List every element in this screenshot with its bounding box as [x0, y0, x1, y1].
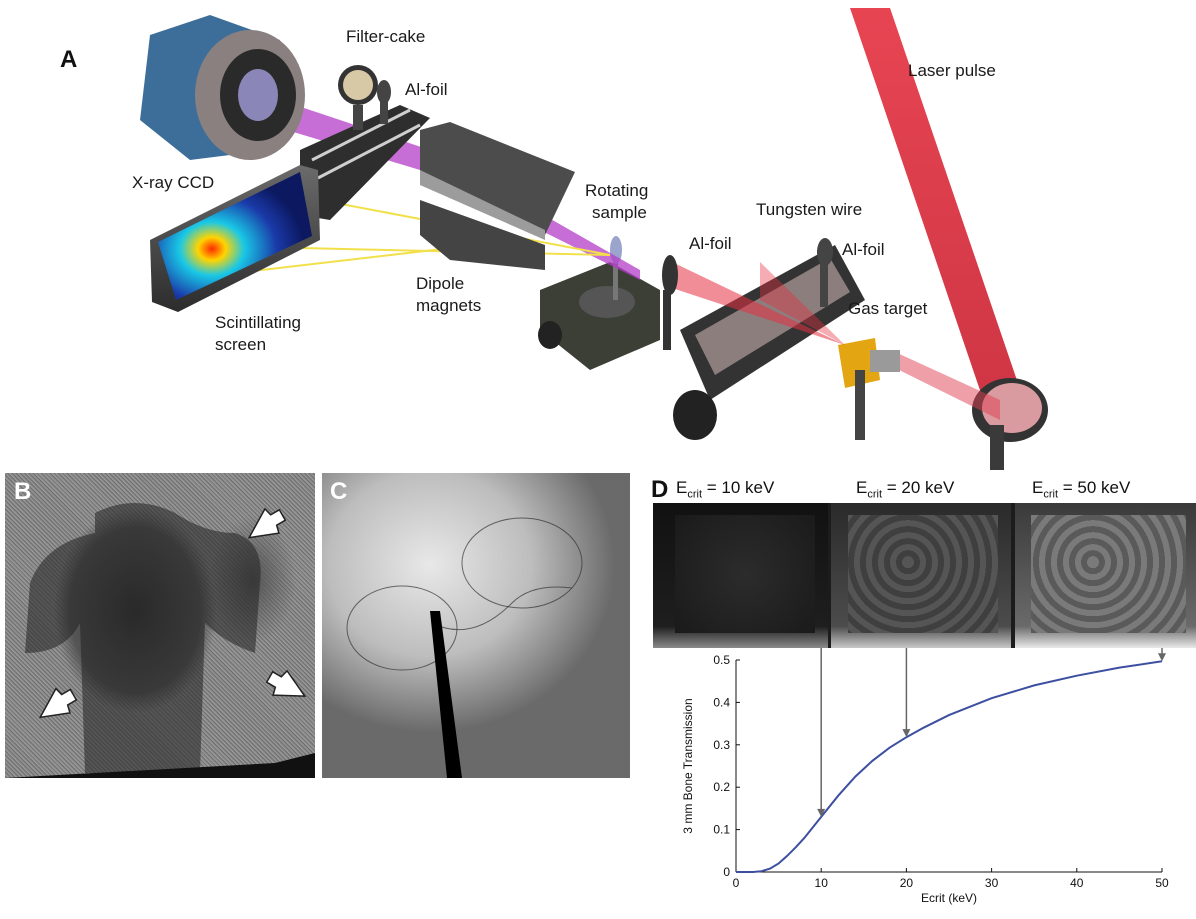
annotation-arrow-head	[817, 808, 826, 817]
bone-radiograph-strip	[653, 503, 1196, 648]
label-tungsten-wire: Tungsten wire	[756, 200, 863, 219]
x-axis-label: Ecrit (keV)	[921, 891, 977, 905]
label-filter-cake: Filter-cake	[346, 27, 426, 46]
panel-d-letter: D	[651, 476, 669, 503]
gas-target	[838, 338, 880, 388]
label-al-foil-mid: Al-foil	[689, 234, 732, 253]
panel-b-letter: B	[14, 478, 32, 505]
label-rotating: Rotating	[585, 181, 649, 200]
label-screen: screen	[215, 335, 267, 354]
panel-c-overlay	[346, 517, 583, 778]
x-tick-label: 10	[815, 876, 829, 890]
y-tick-label: 0.3	[713, 738, 730, 752]
label-scintillating: Scintillating	[215, 313, 301, 332]
arrow-3-icon	[265, 669, 307, 697]
panel-a-letter: A	[60, 46, 78, 73]
x-tick-label: 50	[1155, 876, 1169, 890]
ecrit-header-50: Ecrit = 50 keV	[1032, 478, 1131, 501]
arrow-2-icon	[38, 687, 78, 719]
arrow-1-icon	[247, 507, 287, 539]
panel-b-overlay	[5, 503, 315, 778]
x-tick-label: 0	[733, 876, 740, 890]
dipole-magnet-top	[420, 122, 575, 235]
panel-c-letter: C	[330, 478, 348, 505]
label-al-foil-right: Al-foil	[842, 240, 885, 259]
x-tick-label: 20	[900, 876, 914, 890]
transmission-chart: 0 10 20 30 40 50 0 0.1 0.2 0.3 0.4 0.5 Ecrit (keV) 3 …	[681, 648, 1169, 905]
y-tick-label: 0	[723, 865, 730, 879]
label-gas-target: Gas target	[848, 299, 928, 318]
laser-pulse-beam	[850, 8, 1022, 405]
annotation-arrow-head	[902, 729, 911, 738]
label-xray-ccd: X-ray CCD	[132, 173, 215, 192]
panel-c-image	[322, 473, 630, 778]
y-tick-label: 0.4	[713, 695, 730, 709]
y-tick-label: 0.1	[713, 823, 730, 837]
ecrit-header-10: Ecrit = 10 keV	[676, 478, 775, 501]
dipole-magnet-bottom	[420, 200, 545, 270]
label-sample: sample	[592, 203, 647, 222]
label-al-foil-top: Al-foil	[405, 80, 448, 99]
y-tick-label: 0.5	[713, 653, 730, 667]
y-axis-label: 3 mm Bone Transmission	[681, 698, 695, 833]
x-tick-label: 30	[985, 876, 999, 890]
label-dipole: Dipole	[416, 274, 465, 293]
label-laser-pulse: Laser pulse	[908, 61, 996, 80]
setup-illustration	[140, 8, 1048, 470]
transmission-curve	[736, 660, 1163, 873]
annotation-arrow-head	[1158, 653, 1166, 662]
label-magnets: magnets	[416, 296, 482, 315]
y-tick-label: 0.2	[713, 780, 730, 794]
panel-b-image	[5, 473, 315, 778]
x-tick-label: 40	[1070, 876, 1084, 890]
ecrit-header-20: Ecrit = 20 keV	[856, 478, 955, 501]
